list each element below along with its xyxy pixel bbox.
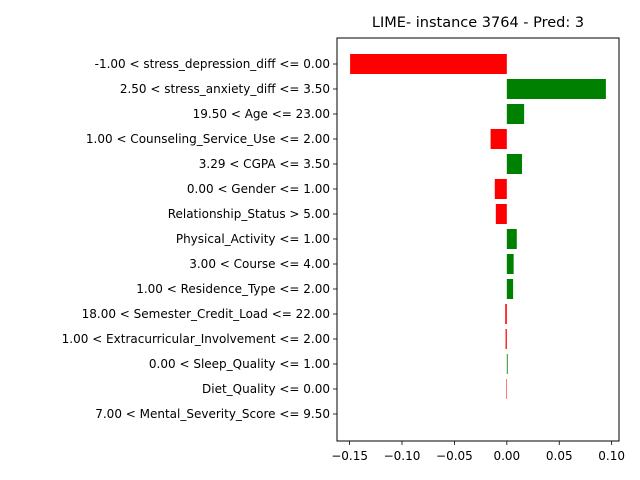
- bar-0: [350, 54, 507, 74]
- bar-13: [506, 379, 507, 399]
- bars-group: [350, 54, 606, 399]
- y-tick-label-12: 0.00 < Sleep_Quality <= 1.00: [149, 357, 330, 371]
- y-tick-label-9: 1.00 < Residence_Type <= 2.00: [136, 282, 330, 296]
- bar-3: [490, 129, 507, 149]
- y-tick-label-10: 18.00 < Semester_Credit_Load <= 22.00: [82, 307, 330, 321]
- bar-8: [506, 254, 514, 274]
- bar-12: [506, 354, 508, 374]
- bar-4: [506, 154, 523, 174]
- bar-9: [506, 279, 514, 299]
- bar-11: [505, 329, 507, 349]
- bar-1: [506, 79, 606, 99]
- y-tick-label-13: Diet_Quality <= 0.00: [202, 382, 330, 396]
- y-tick-label-0: -1.00 < stress_depression_diff <= 0.00: [95, 57, 330, 71]
- plot-frame: [336, 37, 620, 442]
- x-tick-label-1: −0.10: [384, 449, 421, 463]
- y-tick-label-7: Physical_Activity <= 1.00: [176, 232, 330, 246]
- y-tick-label-1: 2.50 < stress_anxiety_diff <= 3.50: [120, 82, 330, 96]
- y-tick-label-3: 1.00 < Counseling_Service_Use <= 2.00: [86, 132, 330, 146]
- y-tick-label-14: 7.00 < Mental_Severity_Score <= 9.50: [95, 407, 330, 421]
- chart-title: LIME- instance 3764 - Pred: 3: [372, 15, 584, 31]
- y-tick-label-8: 3.00 < Course <= 4.00: [189, 257, 330, 271]
- y-tick-label-5: 0.00 < Gender <= 1.00: [187, 182, 330, 196]
- x-tick-label-3: 0.00: [493, 449, 520, 463]
- bar-6: [495, 204, 507, 224]
- bar-5: [494, 179, 507, 199]
- x-tick-label-2: −0.05: [436, 449, 473, 463]
- x-ticks: −0.15 −0.10 −0.05 0.00 0.05 0.10: [331, 441, 625, 463]
- y-tick-label-4: 3.29 < CGPA <= 3.50: [199, 157, 330, 171]
- y-tick-label-2: 19.50 < Age <= 23.00: [193, 107, 330, 121]
- x-tick-label-0: −0.15: [331, 449, 368, 463]
- y-tick-label-11: 1.00 < Extracurricular_Involvement <= 2.…: [62, 332, 330, 346]
- bar-7: [506, 229, 517, 249]
- y-tick-labels: -1.00 < stress_depression_diff <= 0.00 2.…: [62, 57, 337, 421]
- y-tick-label-6: Relationship_Status > 5.00: [168, 207, 330, 221]
- bar-10: [505, 304, 507, 324]
- x-tick-label-4: 0.05: [546, 449, 573, 463]
- x-tick-label-5: 0.10: [598, 449, 625, 463]
- bar-2: [506, 104, 525, 124]
